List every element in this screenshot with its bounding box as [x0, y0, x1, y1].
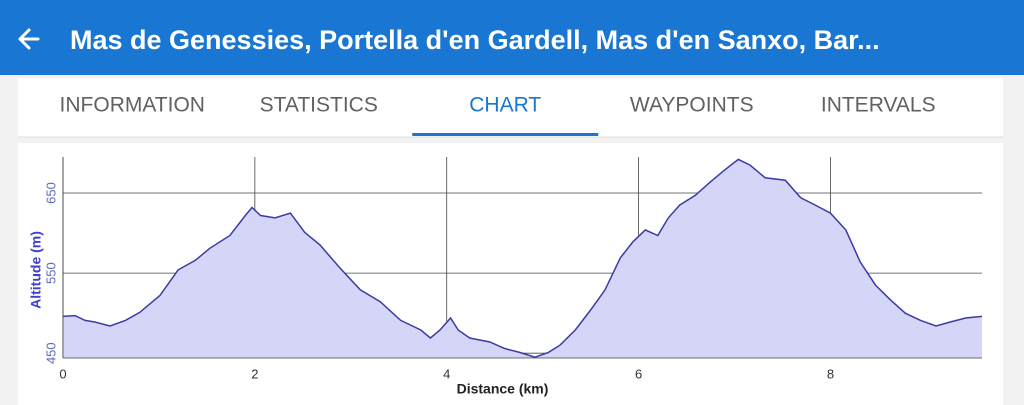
x-tick-label: 6 [635, 366, 642, 381]
x-tick-label: 8 [827, 366, 834, 381]
area-fill [63, 159, 982, 358]
altitude-line [62, 158, 983, 358]
back-button[interactable] [18, 28, 40, 50]
tab[interactable]: STATISTICS [260, 94, 378, 117]
tab[interactable]: INTERVALS [821, 94, 936, 117]
tab[interactable]: CHART [469, 94, 541, 117]
tabs: INFORMATION STATISTICS CHART WAYPOINTS INTER… [60, 94, 936, 136]
x-tick-label: 2 [251, 366, 258, 381]
y-tick-label: 450 [43, 342, 58, 364]
title: Mas de Genessies, Portella d'en Gardell,… [70, 25, 880, 55]
tab[interactable]: INFORMATION [60, 94, 205, 117]
x-axis-label: Distance (km) [457, 381, 549, 397]
tab-bar [18, 78, 1003, 137]
x-tick-label: 4 [443, 366, 450, 381]
tab[interactable]: WAYPOINTS [630, 94, 754, 117]
app-bar [0, 0, 1024, 75]
tab-indicator [412, 133, 599, 136]
x-tick-label: 0 [59, 366, 66, 381]
y-axis-label: Altitude (m) [28, 231, 44, 309]
chart: 450 550 650 0 2 4 6 8 Distance (km) Altitude (m) [28, 157, 983, 397]
y-tick-label: 550 [43, 262, 58, 284]
y-tick-label: 650 [43, 182, 58, 204]
